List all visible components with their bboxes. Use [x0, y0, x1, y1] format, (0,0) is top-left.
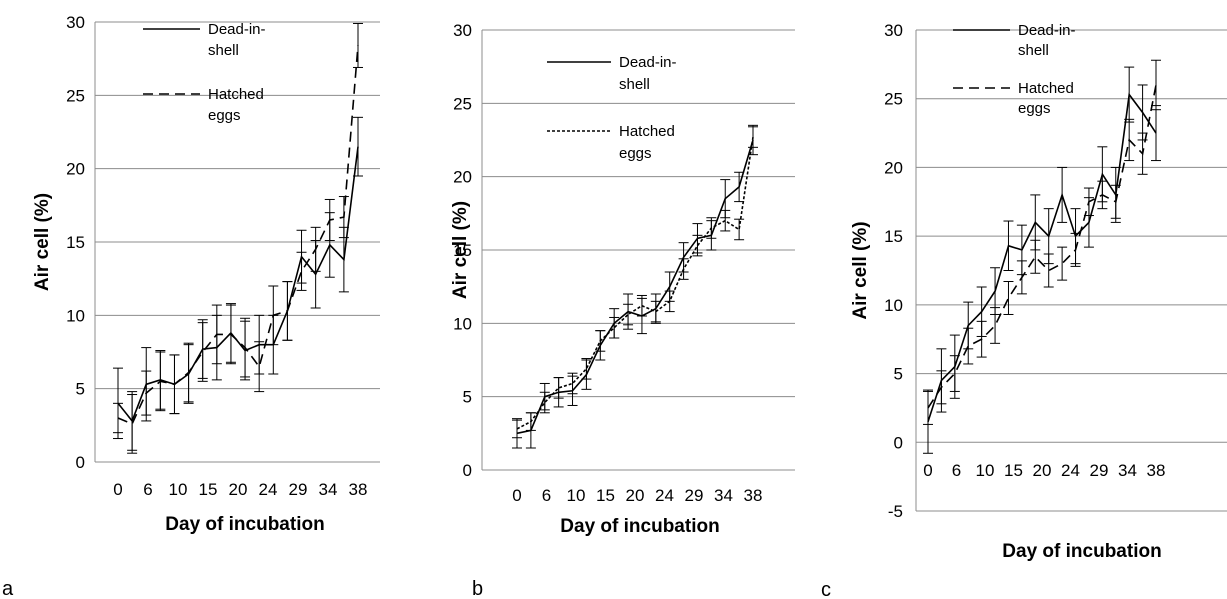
legend: Dead-in-shell Hatched eggs — [547, 54, 677, 162]
x-tick-label: 24 — [259, 480, 278, 499]
x-tick-label: 34 — [1118, 461, 1137, 480]
panel-label: b — [472, 578, 483, 599]
x-tick-label: 24 — [1061, 461, 1080, 480]
x-tick-label: 20 — [1033, 461, 1052, 480]
chart-panel-a: 0 5 10 15 20 25 30 0 6 10 15 20 24 29 34 38 Day of incub… — [2, 13, 380, 599]
x-tick-label: 38 — [349, 480, 368, 499]
y-axis-title: Air cell (%) — [450, 201, 471, 299]
x-tick-label: 0 — [113, 480, 122, 499]
legend-label: eggs — [208, 107, 241, 124]
legend-label: eggs — [619, 145, 652, 162]
y-axis-title: Air cell (%) — [32, 193, 53, 291]
y-tick-label: 25 — [66, 86, 85, 105]
y-tick-label: -5 — [888, 502, 903, 521]
y-tick-label: 15 — [884, 227, 903, 246]
x-tick-label: 38 — [744, 486, 763, 505]
y-axis-title: Air cell (%) — [850, 221, 871, 319]
x-tick-label: 20 — [626, 486, 645, 505]
y-tick-label: 25 — [884, 90, 903, 109]
y-tick-label: 0 — [76, 453, 85, 472]
y-tick-label: 5 — [894, 365, 903, 384]
y-tick-label: 15 — [453, 241, 472, 260]
x-tick-label: 24 — [655, 486, 674, 505]
legend: Dead-in-shell Hatched eggs — [953, 22, 1076, 117]
x-tick-label: 38 — [1147, 461, 1166, 480]
x-tick-label: 29 — [1090, 461, 1109, 480]
y-tick-label: 15 — [66, 233, 85, 252]
y-tick-label: 30 — [66, 13, 85, 32]
x-tick-label: 0 — [512, 486, 521, 505]
y-tick-label: 25 — [453, 94, 472, 113]
chart-panel-b: 0 5 10 15 20 25 30 0 6 10 15 20 24 29 34 38 Day of incub… — [450, 21, 795, 599]
series-line-0 — [516, 139, 754, 435]
x-tick-label: 34 — [319, 480, 338, 499]
legend-label: eggs — [1018, 100, 1051, 117]
y-tick-label: 10 — [66, 306, 85, 325]
y-tick-label: 0 — [463, 461, 472, 480]
legend-label: shell — [208, 42, 239, 59]
legend-label: Hatched — [208, 86, 264, 103]
x-tick-label: 29 — [685, 486, 704, 505]
legend-label: Dead-in- — [208, 21, 266, 38]
legend-label: shell — [619, 76, 650, 93]
panel-label: a — [2, 578, 14, 599]
series-line-1 — [927, 84, 1157, 409]
series-line-0 — [117, 146, 359, 423]
x-tick-label: 10 — [169, 480, 188, 499]
y-tick-label: 30 — [884, 21, 903, 40]
legend-label: Hatched — [619, 123, 675, 140]
x-tick-label: 6 — [952, 461, 961, 480]
legend: Dead-in-shell Hatched eggs — [143, 21, 266, 124]
legend-label: shell — [1018, 42, 1049, 59]
y-tick-label: 5 — [463, 388, 472, 407]
legend-label: Dead-in- — [619, 54, 677, 71]
y-tick-label: 20 — [884, 158, 903, 177]
x-tick-label: 15 — [199, 480, 218, 499]
series-line-1 — [516, 136, 754, 430]
y-tick-label: 20 — [66, 160, 85, 179]
legend-label: Hatched — [1018, 80, 1074, 97]
x-tick-label: 10 — [976, 461, 995, 480]
y-tick-label: 5 — [76, 380, 85, 399]
y-tick-label: 30 — [453, 21, 472, 40]
panel-label: c — [821, 579, 831, 599]
y-tick-label: 10 — [884, 296, 903, 315]
y-tick-label: 0 — [894, 433, 903, 452]
x-tick-label: 34 — [714, 486, 733, 505]
x-axis-title: Day of incubation — [560, 516, 719, 537]
series-line-0 — [927, 92, 1157, 422]
x-tick-label: 15 — [596, 486, 615, 505]
legend-label: Dead-in- — [1018, 22, 1076, 39]
x-tick-label: 6 — [143, 480, 152, 499]
series-line-1 — [117, 45, 359, 425]
y-tick-label: 20 — [453, 168, 472, 187]
x-tick-label: 0 — [923, 461, 932, 480]
chart-panel-c: -5 0 5 10 15 20 25 30 0 6 10 15 20 24 29 34 38 Day of inc… — [821, 21, 1227, 599]
x-tick-label: 29 — [289, 480, 308, 499]
x-tick-label: 15 — [1004, 461, 1023, 480]
x-axis-title: Day of incubation — [165, 514, 324, 535]
x-tick-label: 10 — [567, 486, 586, 505]
y-tick-label: 10 — [453, 314, 472, 333]
x-tick-label: 6 — [542, 486, 551, 505]
x-axis-title: Day of incubation — [1002, 541, 1161, 562]
x-tick-label: 20 — [229, 480, 248, 499]
